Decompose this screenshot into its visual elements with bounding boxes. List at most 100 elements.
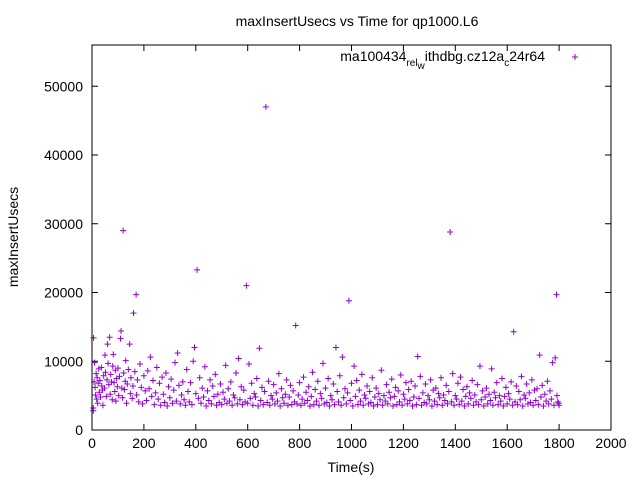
data-point [303,389,310,396]
data-point [504,400,511,407]
data-point [406,397,413,404]
data-point [255,402,262,409]
data-point [265,378,272,385]
data-point [166,394,173,401]
data-point [294,400,301,407]
data-point [282,391,289,398]
data-point [110,351,117,358]
data-point [194,266,201,273]
data-point [384,400,391,407]
data-point [278,385,285,392]
data-point [220,389,227,396]
data-point [375,390,382,397]
data-point [258,384,265,391]
data-point [264,399,271,406]
data-point [122,357,129,364]
data-point [391,393,398,400]
data-point [277,402,284,409]
data-point [453,396,460,403]
data-point [467,395,474,402]
data-point [388,376,395,383]
x-axis-label: Time(s) [328,459,375,475]
data-point [367,399,374,406]
data-point [410,394,417,400]
data-point [544,378,551,385]
data-point [217,380,224,387]
data-point [432,385,439,392]
x-tick-label: 1400 [440,435,471,451]
data-point [547,387,554,394]
data-point [299,396,306,403]
data-point [104,341,111,348]
data-point [358,371,365,378]
data-point [408,378,415,385]
data-point [268,392,275,399]
data-point [397,372,404,378]
data-point [463,383,470,390]
y-tick-label: 40000 [44,147,83,163]
data-point [458,398,465,405]
data-point [506,396,513,403]
y-tick-label: 0 [75,422,83,438]
data-point [390,402,397,409]
data-point [439,402,446,409]
data-point [101,385,108,392]
data-point [187,379,194,386]
data-point [115,392,122,399]
data-point [279,394,286,401]
data-point [205,397,212,404]
legend: ma100434relwithdbg.cz12ac24r64 [340,48,578,72]
data-point [353,377,360,384]
data-point [143,397,150,404]
data-point [321,400,328,407]
data-point [357,398,364,405]
data-point [436,394,443,401]
data-point [517,396,524,403]
data-point [369,374,376,381]
data-point [139,400,146,407]
data-point [392,384,399,391]
x-tick-label: 200 [132,435,156,451]
x-tick-label: 800 [288,435,312,451]
data-point [140,372,147,379]
data-point [549,359,556,366]
data-point [537,394,544,400]
data-point [120,227,127,234]
data-point [317,390,324,397]
data-point [349,402,356,409]
legend-marker-symbol [572,54,578,60]
data-point [248,380,255,387]
data-point [440,391,447,398]
data-point [531,387,538,394]
data-point [461,402,468,409]
data-point [288,401,295,408]
data-point [210,393,217,400]
data-point [545,400,552,407]
data-point [329,396,336,403]
data-point [157,402,164,409]
data-point [124,380,131,387]
data-point [156,380,163,387]
data-point [134,376,141,383]
data-point [227,378,234,385]
data-point [111,379,118,386]
data-point [487,397,494,404]
data-point [306,402,313,409]
data-point [190,358,197,365]
data-point [362,395,369,402]
data-point [305,383,312,390]
data-point [383,381,390,388]
data-point [162,369,169,376]
data-point [160,391,167,398]
data-point [365,400,372,407]
legend-marker [572,54,578,60]
data-point [366,388,373,395]
data-point [245,361,252,367]
data-point [191,344,198,351]
data-point [130,310,137,317]
data-point [422,380,429,387]
data-point [417,373,424,380]
data-point [514,401,521,408]
data-point [93,370,100,377]
